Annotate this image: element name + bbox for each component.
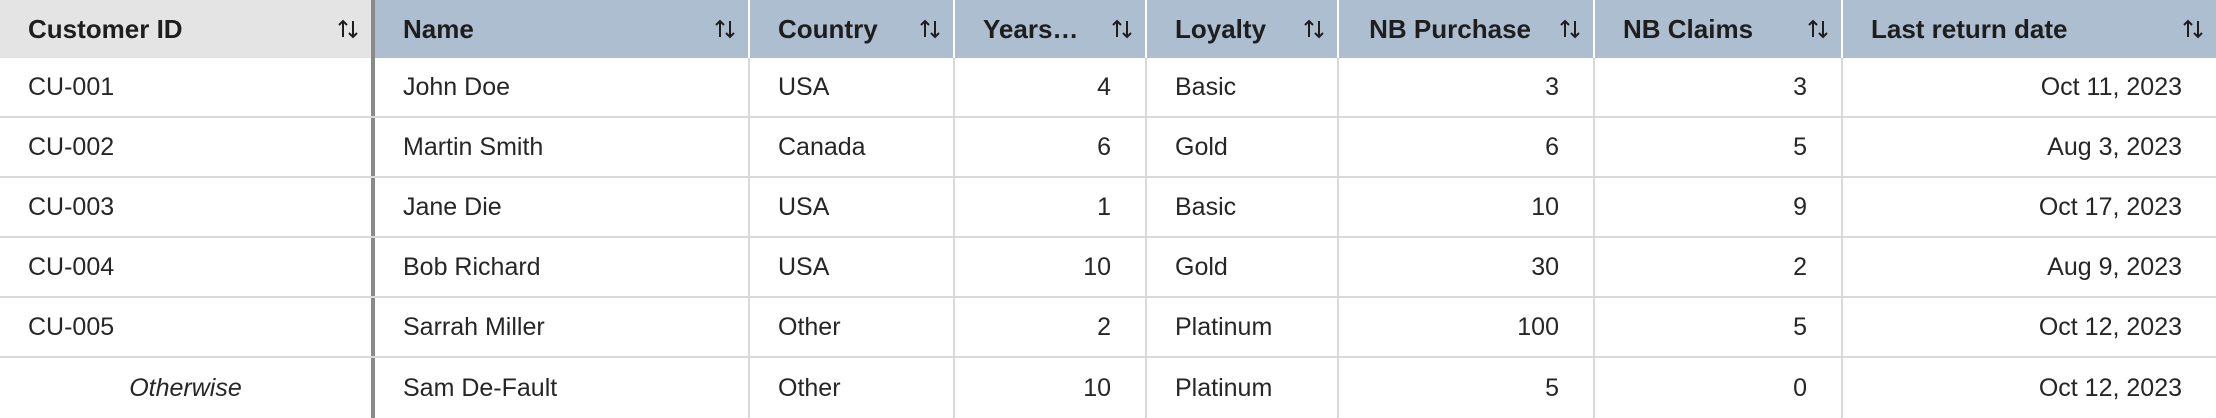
table-row[interactable]: CU-003 Jane Die USA 1 Basic 10 9 Oct 17,… <box>0 178 2216 238</box>
column-header-label: Customer ID <box>28 13 183 44</box>
cell-years[interactable]: 4 <box>955 58 1147 116</box>
cell-name[interactable]: Martin Smith <box>375 118 750 176</box>
table-row[interactable]: CU-001 John Doe USA 4 Basic 3 3 Oct 11, … <box>0 58 2216 118</box>
cell-nb-purchase[interactable]: 3 <box>1339 58 1595 116</box>
cell-nb-purchase[interactable]: 100 <box>1339 298 1595 356</box>
sort-arrows-icon[interactable] <box>915 14 945 44</box>
cell-nb-claims[interactable]: 0 <box>1595 358 1843 418</box>
column-header-label: Loyalty <box>1175 13 1267 44</box>
column-header-label: NB Purchase <box>1369 13 1531 44</box>
column-header-nb-purchase[interactable]: NB Purchase <box>1339 0 1595 58</box>
cell-country[interactable]: USA <box>750 58 955 116</box>
cell-name[interactable]: Bob Richard <box>375 238 750 296</box>
cell-years[interactable]: 10 <box>955 358 1147 418</box>
column-header-label: Last return date <box>1871 13 2068 44</box>
cell-name[interactable]: Jane Die <box>375 178 750 236</box>
cell-nb-claims[interactable]: 9 <box>1595 178 1843 236</box>
cell-nb-purchase[interactable]: 5 <box>1339 358 1595 418</box>
cell-country[interactable]: USA <box>750 238 955 296</box>
cell-nb-claims[interactable]: 3 <box>1595 58 1843 116</box>
cell-years[interactable]: 10 <box>955 238 1147 296</box>
cell-years[interactable]: 6 <box>955 118 1147 176</box>
cell-nb-claims[interactable]: 5 <box>1595 118 1843 176</box>
table-row[interactable]: Otherwise Sam De-Fault Other 10 Platinum… <box>0 358 2216 418</box>
column-header-years[interactable]: Years a… <box>955 0 1147 58</box>
cell-country[interactable]: Canada <box>750 118 955 176</box>
cell-country[interactable]: Other <box>750 358 955 418</box>
sort-arrows-icon[interactable] <box>1803 14 1833 44</box>
sort-arrows-icon[interactable] <box>1299 14 1329 44</box>
cell-customer-id[interactable]: CU-001 <box>0 58 375 116</box>
cell-nb-purchase[interactable]: 6 <box>1339 118 1595 176</box>
cell-name[interactable]: Sam De-Fault <box>375 358 750 418</box>
cell-country[interactable]: USA <box>750 178 955 236</box>
column-header-label: Years a… <box>983 13 1083 44</box>
cell-nb-purchase[interactable]: 10 <box>1339 178 1595 236</box>
cell-loyalty[interactable]: Basic <box>1147 58 1339 116</box>
column-header-last-return-date[interactable]: Last return date <box>1843 0 2216 58</box>
column-header-loyalty[interactable]: Loyalty <box>1147 0 1339 58</box>
cell-nb-claims[interactable]: 5 <box>1595 298 1843 356</box>
sort-arrows-icon[interactable] <box>333 14 363 44</box>
cell-loyalty[interactable]: Platinum <box>1147 358 1339 418</box>
cell-loyalty[interactable]: Gold <box>1147 118 1339 176</box>
cell-nb-purchase[interactable]: 30 <box>1339 238 1595 296</box>
cell-nb-claims[interactable]: 2 <box>1595 238 1843 296</box>
sort-arrows-icon[interactable] <box>1555 14 1585 44</box>
cell-last-return-date[interactable]: Oct 12, 2023 <box>2038 373 2182 402</box>
cell-loyalty[interactable]: Basic <box>1147 178 1339 236</box>
column-header-label: NB Claims <box>1623 13 1754 44</box>
sort-arrows-icon[interactable] <box>710 14 740 44</box>
cell-loyalty[interactable]: Gold <box>1147 238 1339 296</box>
column-header-customer-id[interactable]: Customer ID <box>0 0 375 58</box>
column-header-country[interactable]: Country <box>750 0 955 58</box>
cell-years[interactable]: 2 <box>955 298 1147 356</box>
column-header-nb-claims[interactable]: NB Claims <box>1595 0 1843 58</box>
table-header-row: Customer ID Name Country Years a… Loyalt… <box>0 0 2216 58</box>
cell-customer-id[interactable]: CU-003 <box>0 178 375 236</box>
cell-customer-id[interactable]: CU-005 <box>0 298 375 356</box>
cell-customer-id[interactable]: CU-002 <box>0 118 375 176</box>
column-header-label: Name <box>403 13 474 44</box>
column-header-label: Country <box>778 13 878 44</box>
cell-customer-id[interactable]: Otherwise <box>0 358 375 418</box>
table-row[interactable]: CU-005 Sarrah Miller Other 2 Platinum 10… <box>0 298 2216 358</box>
sort-arrows-icon[interactable] <box>1107 14 1137 44</box>
table-row[interactable]: CU-004 Bob Richard USA 10 Gold 30 2 Aug … <box>0 238 2216 298</box>
table-row[interactable]: CU-002 Martin Smith Canada 6 Gold 6 5 Au… <box>0 118 2216 178</box>
cell-name[interactable]: John Doe <box>375 58 750 116</box>
cell-last-return-date[interactable]: Oct 11, 2023 <box>2040 72 2182 101</box>
cell-name[interactable]: Sarrah Miller <box>375 298 750 356</box>
column-header-name[interactable]: Name <box>375 0 750 58</box>
cell-last-return-date[interactable]: Oct 12, 2023 <box>2038 312 2182 341</box>
cell-last-return-date[interactable]: Aug 9, 2023 <box>2047 252 2182 281</box>
sort-arrows-icon[interactable] <box>2178 14 2208 44</box>
cell-country[interactable]: Other <box>750 298 955 356</box>
cell-customer-id[interactable]: CU-004 <box>0 238 375 296</box>
cell-loyalty[interactable]: Platinum <box>1147 298 1339 356</box>
cell-last-return-date[interactable]: Oct 17, 2023 <box>2038 192 2182 221</box>
cell-last-return-date[interactable]: Aug 3, 2023 <box>2047 132 2182 161</box>
cell-years[interactable]: 1 <box>955 178 1147 236</box>
